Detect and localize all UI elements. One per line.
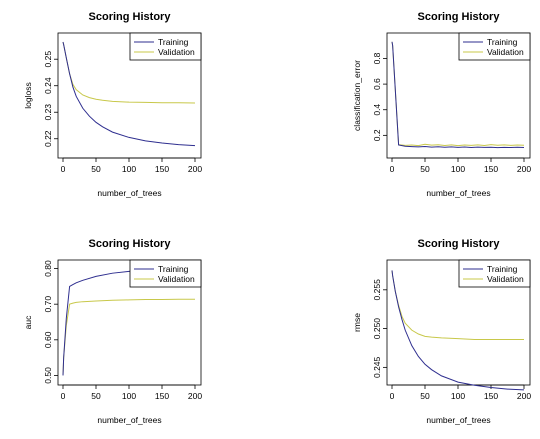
chart-1-x-tick-label: 50	[91, 164, 101, 174]
chart-2-validation-line	[391, 41, 525, 147]
chart-3-x-tick-label: 150	[155, 391, 169, 401]
chart-3-x-tick-label: 200	[188, 391, 202, 401]
chart-2-x-tick-label: 150	[484, 164, 498, 174]
chart-2-y-tick-label: 0.4	[372, 104, 382, 116]
chart-3-x-tick-label: 100	[122, 391, 136, 401]
chart-4-x-tick-label: 0	[390, 391, 395, 401]
chart-1-training-line	[62, 41, 196, 147]
chart-2-x-axis-label: number_of_trees	[426, 188, 490, 198]
chart-1-y-axis-label: logloss	[23, 82, 33, 108]
chart-2-y-axis-label: classification_error	[352, 60, 362, 131]
chart-3-y-tick-label: 0.80	[43, 260, 53, 277]
chart-1-y-tick-label: 0.24	[43, 77, 53, 94]
chart-4-y-axis-label: rmse	[352, 313, 362, 332]
chart-3-y-tick-label: 0.70	[43, 296, 53, 313]
chart-4-x-tick-label: 100	[451, 391, 465, 401]
chart-3-legend	[129, 259, 202, 288]
chart-3-y-tick-label: 0.60	[43, 331, 53, 348]
chart-4-y-tick-label: 0.255	[372, 279, 382, 301]
chart-3-title: Scoring History	[89, 238, 172, 250]
chart-1-x-tick-label: 150	[155, 164, 169, 174]
chart-1-legend-label-training: Training	[158, 37, 189, 47]
chart-1-x-tick-label: 100	[122, 164, 136, 174]
chart-1-x-axis-label: number_of_trees	[97, 188, 161, 198]
chart-4-x-axis-label: number_of_trees	[426, 415, 490, 425]
chart-2-y-tick-label: 0.6	[372, 78, 382, 90]
chart-3-x-tick-label: 50	[91, 391, 101, 401]
chart-3-legend-label-training: Training	[158, 264, 189, 274]
chart-2-training-line	[391, 41, 525, 149]
chart-2-x-tick-label: 0	[390, 164, 395, 174]
chart-4-training-line	[391, 270, 525, 391]
chart-1-legend	[129, 32, 202, 61]
chart-1-y-tick-label: 0.23	[43, 104, 53, 121]
chart-3-validation-line	[62, 298, 195, 376]
chart-1-y-tick-label: 0.22	[43, 130, 53, 147]
chart-4-x-tick-label: 200	[517, 391, 531, 401]
chart-4-legend	[458, 259, 531, 288]
chart-1-x-tick-label: 200	[188, 164, 202, 174]
chart-4-legend-label-training: Training	[487, 264, 518, 274]
chart-1-x-tick-label: 0	[61, 164, 66, 174]
chart-4-y-tick-label: 0.250	[372, 318, 382, 340]
chart-1-title: Scoring History	[89, 11, 172, 23]
chart-4-y-tick-label: 0.245	[372, 356, 382, 378]
chart-4-legend-label-validation: Validation	[487, 274, 524, 284]
chart-4-x-tick-label: 50	[420, 391, 430, 401]
chart-3-x-axis-label: number_of_trees	[97, 415, 161, 425]
chart-3-y-tick-label: 0.50	[43, 367, 53, 384]
chart-2-x-tick-label: 50	[420, 164, 430, 174]
chart-3-x-tick-label: 0	[61, 391, 66, 401]
chart-2-y-tick-label: 0.2	[372, 129, 382, 141]
chart-2-legend-label-validation: Validation	[487, 47, 524, 57]
chart-2-legend	[458, 32, 531, 61]
chart-2-y-tick-label: 0.8	[372, 52, 382, 64]
chart-3-legend-label-validation: Validation	[158, 274, 195, 284]
chart-4-title: Scoring History	[418, 238, 501, 250]
chart-2-title: Scoring History	[418, 11, 501, 23]
chart-1-legend-label-validation: Validation	[158, 47, 195, 57]
chart-1-y-tick-label: 0.25	[43, 51, 53, 68]
chart-2-legend-label-training: Training	[487, 37, 518, 47]
chart-4-x-tick-label: 150	[484, 391, 498, 401]
chart-3-y-axis-label: auc	[23, 315, 33, 329]
chart-2-x-tick-label: 200	[517, 164, 531, 174]
chart-2-x-tick-label: 100	[451, 164, 465, 174]
